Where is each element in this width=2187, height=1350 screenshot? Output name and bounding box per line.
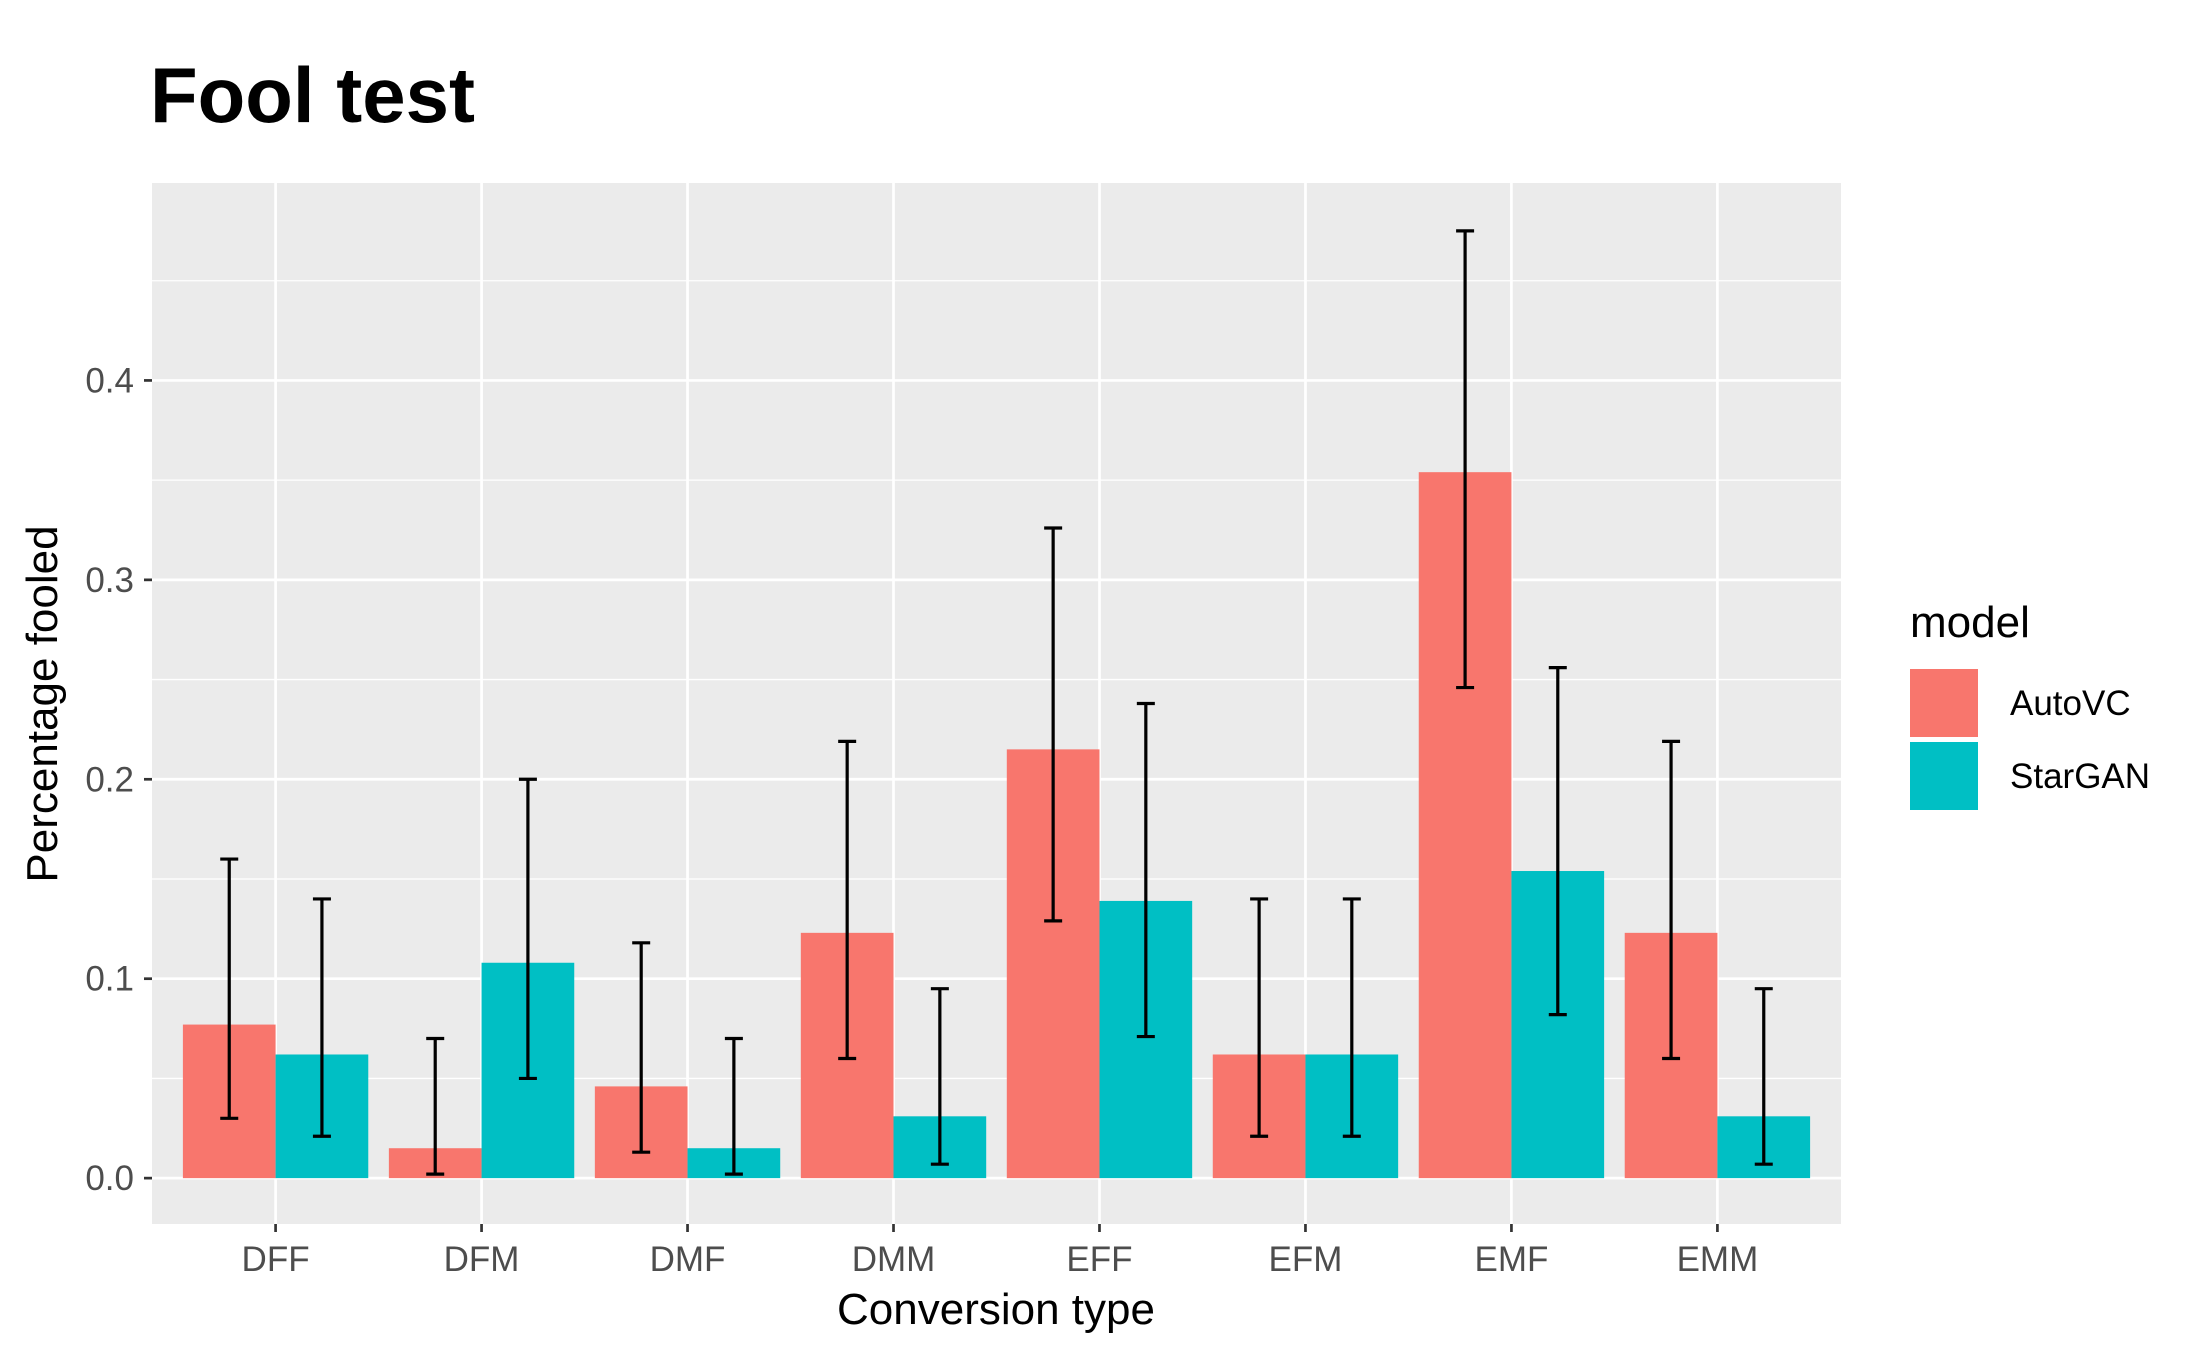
error-bar — [1044, 526, 1063, 923]
error-bar — [838, 739, 857, 1061]
error-bar — [724, 1036, 743, 1176]
x-tick-label: DMF — [650, 1240, 726, 1279]
legend-items: AutoVC StarGAN — [1910, 669, 2150, 810]
y-tick-label: 0.3 — [85, 561, 134, 600]
y-tick-label: 0.2 — [85, 760, 134, 799]
y-tick-label: 0.1 — [85, 960, 134, 999]
error-bar — [518, 777, 537, 1081]
y-tick-label: 0.0 — [85, 1159, 134, 1198]
legend-key-stargan — [1910, 742, 1978, 810]
error-bar — [1342, 897, 1361, 1138]
error-bar — [1548, 666, 1567, 1017]
error-bar — [1136, 701, 1155, 1039]
error-bar — [632, 941, 651, 1154]
x-tick-label: DMM — [852, 1240, 936, 1279]
bar-layer — [182, 472, 1811, 1179]
x-tick-label: EFF — [1066, 1240, 1132, 1279]
axis-layer: 0.0 0.1 0.2 0.3 0.4 DFF DFM DMF DMM EFF EFM EMF EMM — [85, 361, 1758, 1279]
x-axis-title: Conversion type — [837, 1285, 1155, 1334]
legend-label-stargan: StarGAN — [2010, 757, 2150, 796]
error-bar — [1250, 897, 1269, 1138]
error-bar — [426, 1036, 445, 1176]
error-bar — [1662, 739, 1681, 1061]
x-tick-label: EMM — [1677, 1240, 1759, 1279]
x-tick-label: DFF — [242, 1240, 310, 1279]
legend-label-autovc: AutoVC — [2010, 684, 2131, 723]
error-bar — [930, 987, 949, 1166]
error-layer — [220, 229, 1773, 1176]
error-bar — [220, 857, 239, 1120]
x-tick-label: DFM — [444, 1240, 520, 1279]
x-tick-label: EFM — [1269, 1240, 1343, 1279]
error-bar — [1456, 229, 1475, 690]
legend-key-autovc — [1910, 669, 1978, 737]
legend: model AutoVC StarGAN — [1910, 598, 2150, 810]
y-axis-title: Percentage fooled — [18, 525, 67, 882]
chart-title: Fool test — [150, 51, 475, 139]
error-bar — [312, 897, 331, 1138]
legend-title: model — [1910, 598, 2030, 647]
error-bar — [1754, 987, 1773, 1166]
x-tick-label: EMF — [1474, 1240, 1548, 1279]
y-tick-label: 0.4 — [85, 361, 134, 400]
